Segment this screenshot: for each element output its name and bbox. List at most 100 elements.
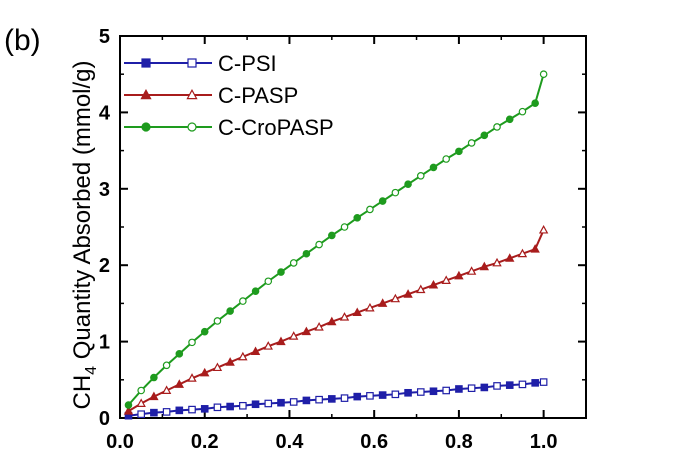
data-point [136, 398, 146, 407]
data-point [288, 331, 299, 340]
x-tick-label: 0.2 [191, 431, 219, 453]
data-point [263, 341, 273, 350]
data-point [505, 115, 514, 124]
data-point [390, 293, 401, 303]
data-point [188, 405, 196, 414]
data-point [123, 406, 134, 415]
data-point [277, 398, 285, 407]
data-point [455, 385, 463, 393]
data-point [238, 351, 248, 361]
data-point [492, 257, 502, 267]
y-tick-label: 0 [99, 408, 110, 430]
data-point [517, 248, 528, 258]
legend-marker-hollow [187, 58, 197, 68]
data-point [455, 147, 463, 156]
data-point [538, 224, 549, 234]
data-point [175, 406, 184, 415]
data-point [428, 279, 439, 289]
data-point [365, 302, 375, 312]
y-tick-label: 1 [99, 332, 110, 354]
data-point [403, 289, 413, 298]
data-point [442, 386, 451, 395]
data-point [137, 410, 145, 418]
data-point [416, 388, 425, 396]
data-point [353, 392, 362, 401]
y-axis-title-main: CH [69, 375, 96, 410]
data-point [377, 298, 388, 307]
axes: 0.0 0.2 0.4 0.6 0.8 1.0 0 1 2 3 4 5 [99, 26, 587, 453]
legend-entry-c-pasp: C-PASP [124, 83, 298, 108]
legend-label: C-PSI [218, 51, 277, 76]
data-point [226, 402, 234, 411]
x-tick-label: 0.4 [276, 431, 305, 453]
data-point [340, 223, 349, 231]
y-tick-label: 5 [99, 26, 110, 48]
data-point [187, 373, 197, 382]
data-point [327, 316, 337, 326]
data-point [200, 405, 209, 413]
data-point [251, 287, 260, 295]
data-point [466, 266, 477, 275]
data-point [531, 99, 539, 108]
data-point [174, 379, 185, 388]
data-point [328, 231, 336, 240]
data-point [404, 180, 412, 189]
y-tick-label: 2 [99, 255, 110, 277]
data-point [301, 326, 312, 336]
data-point [479, 261, 490, 271]
y-axis-title-rest: Quantity Absorbed (mmol/g) [69, 60, 96, 365]
data-point [162, 361, 171, 370]
data-point [328, 395, 336, 403]
legend-label: C-CroPASP [218, 115, 334, 140]
data-point [150, 408, 158, 417]
x-tick-label: 0.6 [360, 431, 388, 453]
data-point [493, 382, 501, 390]
x-tick-label: 0.0 [106, 431, 134, 453]
legend-marker-filled [141, 122, 151, 132]
data-point [251, 400, 260, 409]
data-point [239, 401, 247, 410]
legend-marker-hollow [186, 88, 198, 100]
data-point [442, 155, 451, 163]
data-point [239, 297, 247, 305]
data-point [200, 327, 209, 336]
data-point [161, 385, 172, 394]
data-point [505, 381, 514, 389]
data-point [454, 270, 464, 280]
data-point [188, 338, 196, 347]
data-point [353, 214, 362, 222]
y-axis-title: CH4 Quantity Absorbed (mmol/g) [69, 60, 100, 409]
data-point [149, 391, 159, 401]
data-point [366, 205, 374, 214]
y-tick-label: 3 [99, 179, 110, 201]
legend-marker-filled [141, 58, 151, 68]
data-point [505, 253, 515, 262]
data-point [315, 240, 323, 249]
data-point [315, 395, 323, 404]
data-point [276, 336, 286, 346]
y-axis-title-sub: 4 [83, 366, 100, 375]
data-point [213, 403, 222, 412]
data-point [518, 107, 527, 116]
data-point [378, 197, 387, 205]
data-point [467, 384, 476, 393]
series-c-pasp [123, 224, 549, 415]
data-point [340, 394, 349, 402]
series-line [127, 73, 545, 406]
data-point [289, 259, 298, 267]
data-point [416, 172, 425, 180]
data-point [150, 373, 158, 382]
series-line [128, 381, 544, 417]
data-point [264, 399, 273, 408]
data-point [213, 317, 222, 325]
data-point [416, 284, 426, 294]
data-point [441, 275, 451, 284]
legend-marker-hollow [187, 122, 197, 132]
data-point [429, 163, 438, 172]
legend-label: C-PASP [218, 83, 298, 108]
data-point [212, 362, 223, 372]
data-point [226, 307, 234, 315]
data-point [429, 387, 438, 396]
data-point [518, 380, 527, 389]
